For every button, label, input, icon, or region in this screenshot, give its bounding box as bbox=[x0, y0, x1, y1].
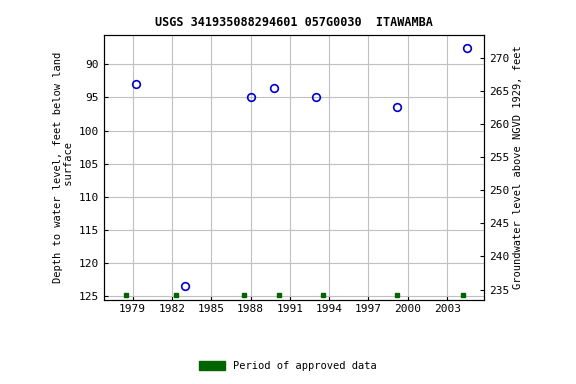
Y-axis label: Depth to water level, feet below land
 surface: Depth to water level, feet below land su… bbox=[53, 51, 74, 283]
Legend: Period of approved data: Period of approved data bbox=[195, 357, 381, 375]
Y-axis label: Groundwater level above NGVD 1929, feet: Groundwater level above NGVD 1929, feet bbox=[513, 45, 523, 289]
Title: USGS 341935088294601 057G0030  ITAWAMBA: USGS 341935088294601 057G0030 ITAWAMBA bbox=[155, 16, 433, 29]
